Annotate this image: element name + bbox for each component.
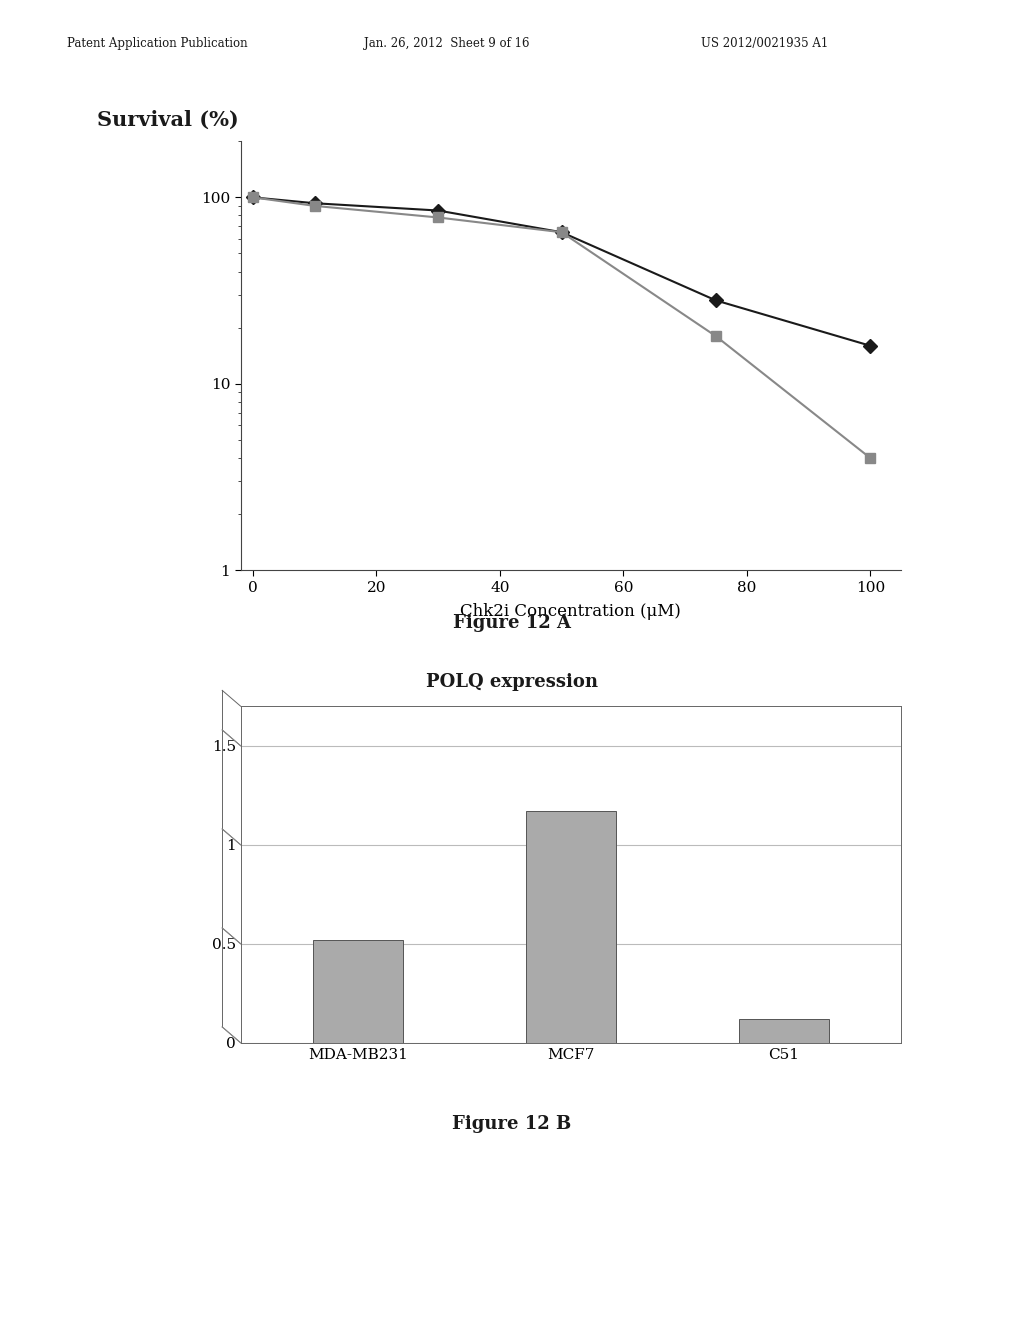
Bar	[313, 940, 402, 1043]
Bar	[739, 1019, 828, 1043]
Text: Patent Application Publication: Patent Application Publication	[67, 37, 247, 50]
Text: Figure 12 B: Figure 12 B	[453, 1115, 571, 1134]
Text: Survival (%): Survival (%)	[97, 110, 239, 129]
X-axis label: Chk2i Concentration (μM): Chk2i Concentration (μM)	[461, 603, 681, 620]
Text: Jan. 26, 2012  Sheet 9 of 16: Jan. 26, 2012 Sheet 9 of 16	[364, 37, 529, 50]
Text: POLQ expression: POLQ expression	[426, 673, 598, 692]
Text: Figure 12 A: Figure 12 A	[453, 614, 571, 632]
Text: US 2012/0021935 A1: US 2012/0021935 A1	[701, 37, 828, 50]
Bar	[526, 810, 615, 1043]
